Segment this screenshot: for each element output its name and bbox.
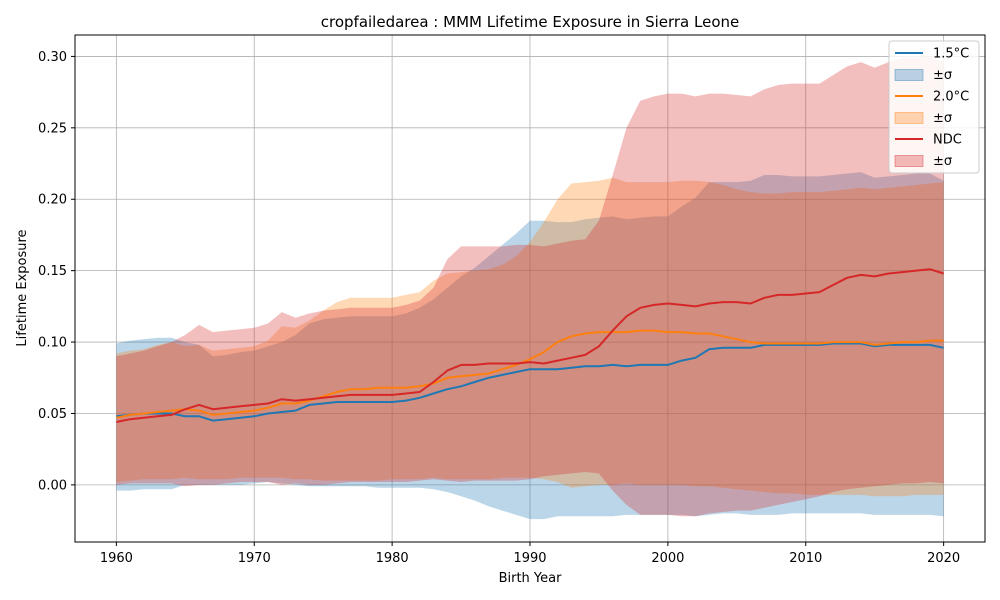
legend-label: NDC: [933, 133, 962, 148]
y-tick-label: 0.00: [38, 478, 67, 493]
sigma-band-2.0°C: [116, 177, 944, 497]
legend-band-swatch: [894, 69, 924, 81]
y-tick-label: 0.10: [38, 336, 67, 351]
sigma-band-1.5°C: [116, 172, 944, 520]
legend-label: 2.0°C: [933, 90, 969, 105]
legend-band-swatch: [894, 155, 924, 167]
x-tick-label: 2000: [651, 551, 684, 566]
legend-band-label: ±σ: [933, 154, 952, 169]
y-tick-label: 0.05: [38, 407, 67, 422]
x-tick-label: 1970: [238, 551, 271, 566]
series-line-1.5°C: [116, 342, 944, 422]
legend-band-label: ±σ: [933, 111, 952, 126]
series-line-NDC: [116, 268, 944, 423]
axis-ticks: 1960 1970 1980 1990 2000 2010 2020 0.00 0.05 0.10…: [38, 50, 960, 566]
x-tick-label: 1980: [376, 551, 409, 566]
x-tick-label: 2010: [789, 551, 822, 566]
sigma-band-NDC: [116, 56, 944, 517]
series-lines: [116, 268, 944, 423]
x-tick-label: 1960: [100, 551, 133, 566]
y-axis-label: Lifetime Exposure: [15, 229, 30, 346]
sigma-bands: [116, 56, 944, 520]
legend-label: 1.5°C: [933, 47, 969, 62]
y-tick-label: 0.20: [38, 193, 67, 208]
x-axis-label: Birth Year: [499, 571, 563, 586]
series-line-2.0°C: [116, 329, 944, 419]
y-tick-label: 0.15: [38, 264, 67, 279]
legend: 1.5°C ±σ 2.0°C ±σ NDC ±σ: [888, 40, 980, 174]
x-tick-label: 2020: [927, 551, 960, 566]
legend-band-swatch: [894, 112, 924, 124]
y-tick-label: 0.30: [38, 50, 67, 65]
legend-band-label: ±σ: [933, 68, 952, 83]
y-tick-label: 0.25: [38, 121, 67, 136]
chart-title: cropfailedarea : MMM Lifetime Exposure i…: [321, 13, 740, 31]
x-tick-label: 1990: [513, 551, 546, 566]
